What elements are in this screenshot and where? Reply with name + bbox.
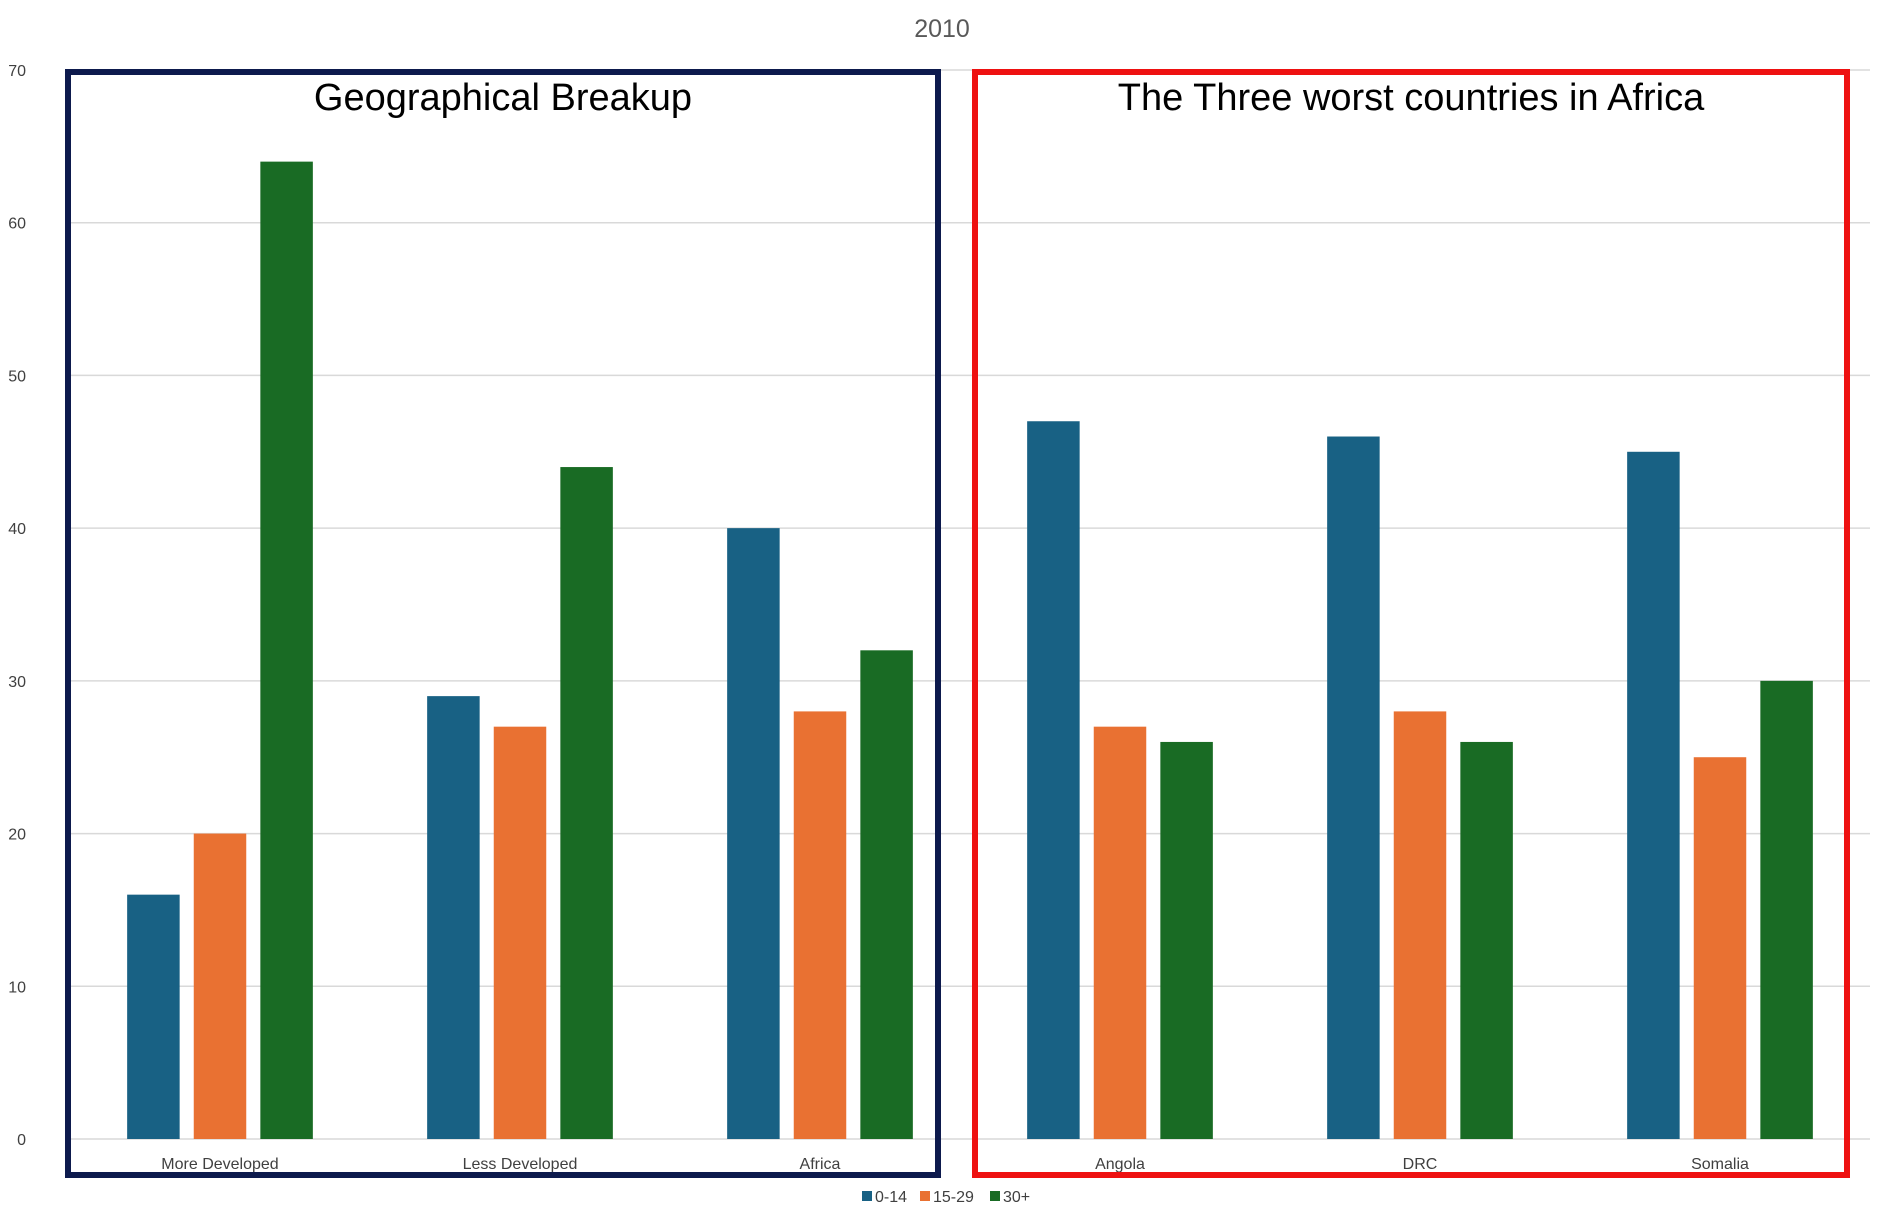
x-tick-label: Africa — [800, 1156, 841, 1173]
bar-30+-angola — [1160, 741, 1213, 1139]
legend-swatch — [862, 1191, 872, 1201]
bar-30+-drc — [1460, 741, 1513, 1139]
chart-title: 2010 — [914, 15, 970, 43]
bar-15-29-drc — [1393, 711, 1447, 1139]
bar-0-14-somalia — [1627, 451, 1680, 1139]
bar-30+-less-developed — [560, 467, 613, 1139]
y-axis: 0 10 20 30 40 50 60 70 — [8, 63, 26, 1149]
legend-label: 0-14 — [875, 1189, 907, 1206]
bar-15-29-angola — [1093, 726, 1147, 1139]
annotation-box — [65, 69, 941, 1178]
legend-swatch — [990, 1191, 1000, 1201]
bar-0-14-africa — [727, 528, 780, 1139]
y-tick-label: 40 — [8, 521, 26, 538]
legend-swatch — [920, 1191, 930, 1201]
annotation-box — [972, 69, 1850, 1178]
gridlines — [70, 69, 1870, 1140]
bar-30+-africa — [860, 650, 913, 1139]
bar-15-29-less-developed — [493, 726, 547, 1139]
annotation-title: Geographical Breakup — [314, 77, 692, 119]
x-axis: More Developed Less Developed Africa Angola… — [161, 1156, 1749, 1173]
bars — [127, 161, 1813, 1140]
legend-label: 15-29 — [933, 1189, 974, 1206]
legend-label: 30+ — [1003, 1189, 1030, 1206]
y-tick-label: 0 — [17, 1132, 26, 1149]
y-tick-label: 70 — [8, 63, 26, 80]
y-tick-label: 20 — [8, 827, 26, 844]
x-tick-label: Less Developed — [463, 1156, 578, 1173]
x-tick-label: Angola — [1095, 1156, 1145, 1173]
bar-30+-more-developed — [260, 161, 313, 1140]
bar-0-14-drc — [1327, 436, 1380, 1139]
y-tick-label: 60 — [8, 216, 26, 233]
bar-15-29-somalia — [1693, 757, 1747, 1139]
bar-15-29-more-developed — [193, 833, 247, 1139]
bar-30+-somalia — [1760, 680, 1813, 1139]
annotation-boxes: Geographical Breakup The Three worst coun… — [65, 69, 1850, 1178]
bar-15-29-africa — [793, 711, 847, 1139]
legend: 0-14 15-29 30+ — [862, 1189, 1030, 1206]
x-tick-label: More Developed — [161, 1156, 278, 1173]
y-tick-label: 10 — [8, 979, 26, 996]
x-tick-label: DRC — [1403, 1156, 1438, 1173]
x-tick-label: Somalia — [1691, 1156, 1749, 1173]
annotation-title: The Three worst countries in Africa — [1118, 77, 1705, 119]
bar-0-14-less-developed — [427, 696, 480, 1139]
y-tick-label: 30 — [8, 674, 26, 691]
bar-0-14-more-developed — [127, 894, 180, 1139]
bar-0-14-angola — [1027, 421, 1080, 1139]
y-tick-label: 50 — [8, 368, 26, 385]
